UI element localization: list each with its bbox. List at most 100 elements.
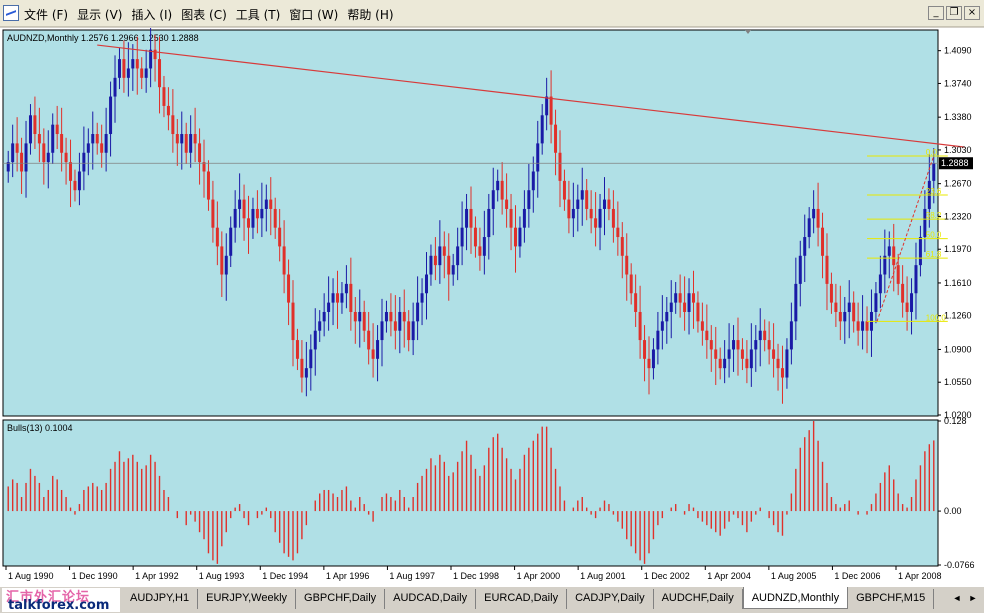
menu-item[interactable]: 帮助 (H): [347, 8, 394, 22]
candle: [384, 300, 388, 333]
candle: [562, 169, 566, 211]
menu-item[interactable]: 显示 (V): [77, 8, 123, 22]
candle: [727, 323, 731, 378]
candle: [874, 282, 878, 324]
candle: [144, 49, 148, 93]
candle: [371, 323, 375, 378]
candle: [433, 237, 437, 281]
price-tick-label: 1.3740: [944, 78, 972, 88]
candle: [131, 44, 135, 91]
candle: [647, 336, 651, 395]
candle: [785, 338, 789, 389]
candle: [847, 280, 851, 339]
chart-tab[interactable]: AUDCHF,Daily: [654, 589, 743, 609]
candle: [402, 289, 406, 348]
candle: [549, 70, 553, 144]
restore-button[interactable]: ❐: [946, 6, 962, 20]
candle: [567, 180, 571, 234]
candle: [678, 274, 682, 318]
fib-level-label: 50.0: [926, 231, 942, 240]
candle: [469, 186, 473, 254]
fib-trend-line[interactable]: [876, 155, 935, 322]
candle: [803, 214, 807, 283]
time-tick-label: 1 Aug 1993: [199, 571, 245, 581]
candle: [269, 177, 273, 236]
price-tick-label: 1.1610: [944, 278, 972, 288]
time-tick-label: 1 Dec 1998: [453, 571, 499, 581]
candle: [669, 280, 673, 339]
candle: [918, 225, 922, 277]
chart-tab[interactable]: AUDCAD,Daily: [385, 589, 477, 609]
chart-window-icon[interactable]: [3, 5, 19, 21]
candle: [651, 338, 655, 380]
candle: [500, 162, 504, 215]
chart-tab[interactable]: GBPCHF,M15: [848, 589, 935, 609]
candle: [77, 152, 81, 206]
chart-tab[interactable]: GBPCHF,Daily: [296, 589, 386, 609]
minimize-button[interactable]: _: [928, 6, 944, 20]
candle: [291, 280, 295, 367]
candle: [829, 272, 833, 314]
price-tick-label: 1.2320: [944, 211, 972, 221]
candle: [513, 205, 517, 273]
candle: [238, 173, 242, 228]
fib-level-label: 0.0: [926, 148, 938, 157]
chart-tab[interactable]: AUDJPY,H1: [122, 589, 199, 609]
candle: [763, 319, 767, 352]
candle: [233, 190, 237, 243]
candle: [821, 212, 825, 279]
candle: [665, 296, 669, 344]
candle: [86, 128, 90, 176]
scroll-left-icon[interactable]: ◄: [952, 593, 962, 603]
candle: [282, 220, 286, 294]
candle: [278, 208, 282, 262]
chart-window[interactable]: AUDNZD,Monthly 1.2576 1.2966 1.2530 1.28…: [0, 23, 984, 586]
menu-item[interactable]: 插入 (I): [131, 8, 173, 22]
menu-item[interactable]: 文件 (F): [24, 8, 69, 22]
chart-shift-marker-icon[interactable]: [745, 30, 751, 34]
chart-tab[interactable]: EURCAD,Daily: [476, 589, 568, 609]
candle: [126, 42, 130, 97]
candle: [932, 148, 936, 204]
candle: [625, 233, 629, 301]
candle: [180, 111, 184, 170]
candle: [309, 334, 313, 391]
candle: [473, 216, 477, 258]
indicator-tick-label: -0.0766: [944, 560, 975, 570]
chart-canvas[interactable]: AUDNZD,Monthly 1.2576 1.2966 1.2530 1.28…: [0, 23, 984, 586]
candle: [438, 220, 442, 284]
indicator-tick-label: 0.128: [944, 416, 967, 426]
candle: [425, 252, 429, 320]
candle: [295, 328, 299, 371]
candle: [878, 255, 882, 309]
candle: [776, 343, 780, 391]
candle: [518, 216, 522, 258]
time-tick-label: 1 Apr 2004: [707, 571, 751, 581]
candle: [211, 180, 215, 243]
chart-tab[interactable]: AUDNZD,Monthly: [742, 587, 849, 609]
candle: [585, 178, 589, 221]
price-tick-label: 1.0550: [944, 377, 972, 387]
price-tick-label: 1.2670: [944, 179, 972, 189]
candle: [723, 340, 727, 384]
candle: [117, 47, 121, 90]
candle: [838, 285, 842, 341]
candle: [251, 197, 255, 239]
menu-item[interactable]: 图表 (C): [181, 8, 227, 22]
chart-tab[interactable]: CADJPY,Daily: [567, 589, 654, 609]
menu-item[interactable]: 工具 (T): [235, 8, 281, 22]
candle: [336, 270, 340, 329]
close-button[interactable]: ×: [964, 6, 980, 20]
candle: [816, 182, 820, 247]
candle: [175, 119, 179, 166]
scroll-right-icon[interactable]: ►: [968, 593, 978, 603]
candle: [149, 23, 153, 88]
candle: [407, 310, 411, 352]
candle: [749, 323, 753, 387]
candle: [887, 231, 891, 279]
menu-item[interactable]: 窗口 (W): [289, 8, 339, 22]
trendline[interactable]: [97, 44, 965, 148]
chart-tab[interactable]: EURJPY,Weekly: [198, 589, 297, 609]
window-controls: _ ❐ ×: [928, 6, 980, 20]
candle: [571, 182, 575, 238]
